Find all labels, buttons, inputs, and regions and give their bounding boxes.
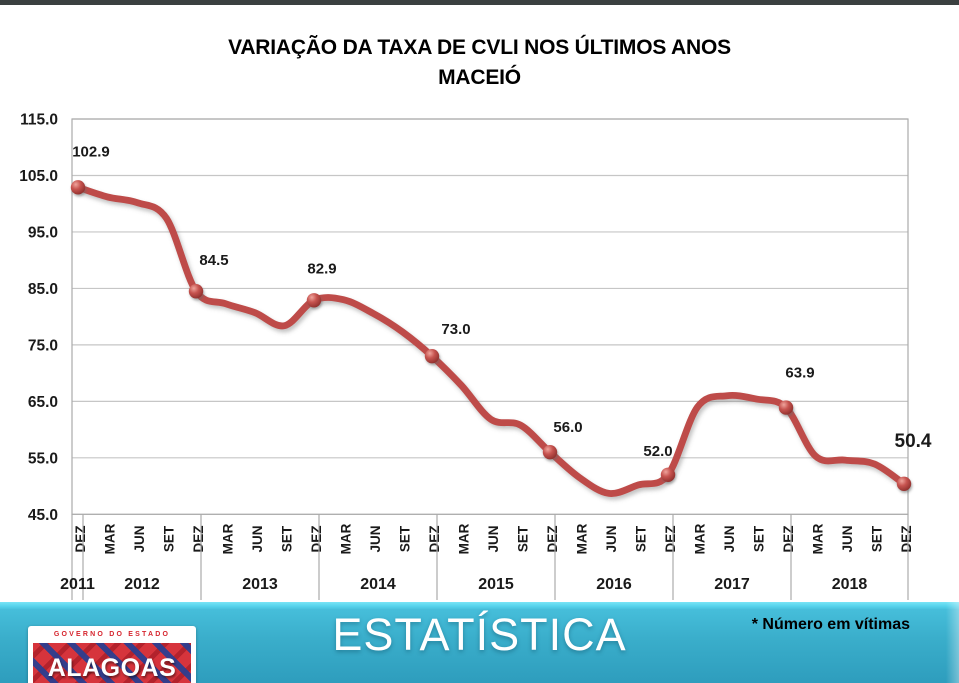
data-label: 102.9 (72, 143, 110, 160)
plot-border (71, 118, 909, 515)
x-axis-quarter-label: JUN (132, 525, 147, 552)
data-label: 52.0 (643, 443, 672, 460)
cvli-line (74, 183, 908, 497)
y-axis-tick-label: 105.0 (19, 168, 58, 185)
x-axis-quarter-label: MAR (339, 523, 354, 554)
logo-alagoas-text: ALAGOAS (47, 654, 177, 682)
x-axis-year-label: 2015 (478, 576, 514, 593)
x-axis-quarter-label: DEZ (427, 526, 442, 553)
y-axis-tick-label: 65.0 (28, 394, 58, 411)
data-label: 82.9 (307, 260, 336, 277)
data-label: 50.4 (895, 431, 932, 452)
data-point-marker (424, 348, 440, 364)
series (70, 180, 912, 497)
y-axis-tick-label: 75.0 (28, 337, 58, 354)
data-point-marker (660, 467, 676, 482)
top-accent-bar (0, 0, 959, 5)
footer-banner: ESTATÍSTICA * Número em vítimas GOVERNO … (0, 602, 959, 683)
alagoas-logo: GOVERNO DO ESTADO ALAGOAS (28, 626, 196, 683)
x-axis-year-label: 2016 (596, 576, 632, 593)
x-axis-year-label: 2012 (124, 576, 160, 593)
chart-title: VARIAÇÃO DA TAXA DE CVLI NOS ÚLTIMOS ANO… (0, 33, 959, 93)
data-label: 63.9 (785, 365, 814, 382)
footnote: * Número em vítimas (751, 616, 910, 633)
y-axis-tick-label: 85.0 (28, 281, 58, 298)
data-point-marker (70, 180, 86, 195)
x-axis-quarter-label: JUN (604, 525, 619, 552)
x-axis-year-label: 2011 (60, 576, 95, 593)
x-axis-quarter-label: JUN (368, 525, 383, 552)
y-axis-tick-label: 95.0 (28, 224, 58, 241)
data-point-marker (542, 444, 558, 460)
x-axis-quarter-label: DEZ (781, 526, 796, 553)
data-label: 56.0 (553, 419, 582, 436)
x-axis-quarter-label: DEZ (899, 526, 914, 553)
x-axis-quarter-label: MAR (811, 523, 826, 554)
x-axis-quarter-label: JUN (722, 525, 737, 552)
x-axis-quarter-label: SET (752, 525, 767, 552)
x-axis-quarter-label: MAR (575, 523, 590, 554)
footer-highlight-strip (0, 602, 959, 609)
x-axis-quarter-label: DEZ (663, 526, 678, 553)
x-axis-quarter-label: JUN (486, 525, 501, 552)
x-axis-quarter-label: SET (634, 525, 649, 552)
x-axis-year-label: 2014 (360, 576, 396, 593)
x-axis-quarter-label: SET (516, 525, 531, 552)
x-axis-quarter-label: SET (398, 525, 413, 552)
banner-title: ESTATÍSTICA (332, 609, 627, 660)
x-axis-quarter-label: JUN (840, 525, 855, 552)
x-axis-quarter-label: MAR (103, 523, 118, 554)
x-axis-year-label: 2013 (242, 576, 278, 593)
x-axis-quarter-label: DEZ (545, 526, 560, 553)
data-labels: 102.9 84.5 82.9 73.0 56.0 52.0 63.9 50.4 (72, 143, 932, 459)
data-label: 84.5 (199, 252, 228, 269)
axes: 115.0 105.0 95.0 85.0 75.0 65.0 55.0 45.0 DEZ MAR… (19, 112, 914, 600)
x-axis-quarter-label: SET (870, 525, 885, 552)
x-axis-year-label: 2017 (714, 576, 750, 593)
x-axis-quarter-label: DEZ (73, 526, 88, 553)
data-point-marker (778, 400, 794, 415)
data-point-marker (188, 284, 204, 299)
logo-government-text: GOVERNO DO ESTADO (53, 631, 171, 638)
y-axis-tick-label: 45.0 (28, 507, 58, 524)
x-axis-year-label: 2018 (832, 576, 868, 593)
x-axis-quarter-label: SET (162, 525, 177, 552)
footer-right-bevel (946, 602, 959, 683)
y-axis-tick-label: 115.0 (20, 112, 58, 129)
x-axis-quarter-label: SET (280, 525, 295, 552)
chart-title-line1: VARIAÇÃO DA TAXA DE CVLI NOS ÚLTIMOS ANO… (228, 36, 731, 59)
data-point-marker (896, 476, 912, 492)
x-axis-quarter-label: MAR (457, 523, 472, 554)
gridlines (72, 118, 908, 515)
x-axis-quarter-label: DEZ (191, 526, 206, 553)
x-axis-quarter-label: MAR (693, 523, 708, 554)
chart-title-line2: MACEIÓ (438, 66, 521, 89)
y-axis-tick-label: 55.0 (28, 450, 58, 467)
x-axis-quarter-label: MAR (221, 523, 236, 554)
logo-flag-pattern: ALAGOAS (33, 643, 191, 683)
x-axis-quarter-label: DEZ (309, 526, 324, 553)
data-label: 73.0 (441, 321, 470, 338)
x-axis-quarter-label: JUN (250, 525, 265, 552)
data-point-marker (306, 293, 322, 308)
